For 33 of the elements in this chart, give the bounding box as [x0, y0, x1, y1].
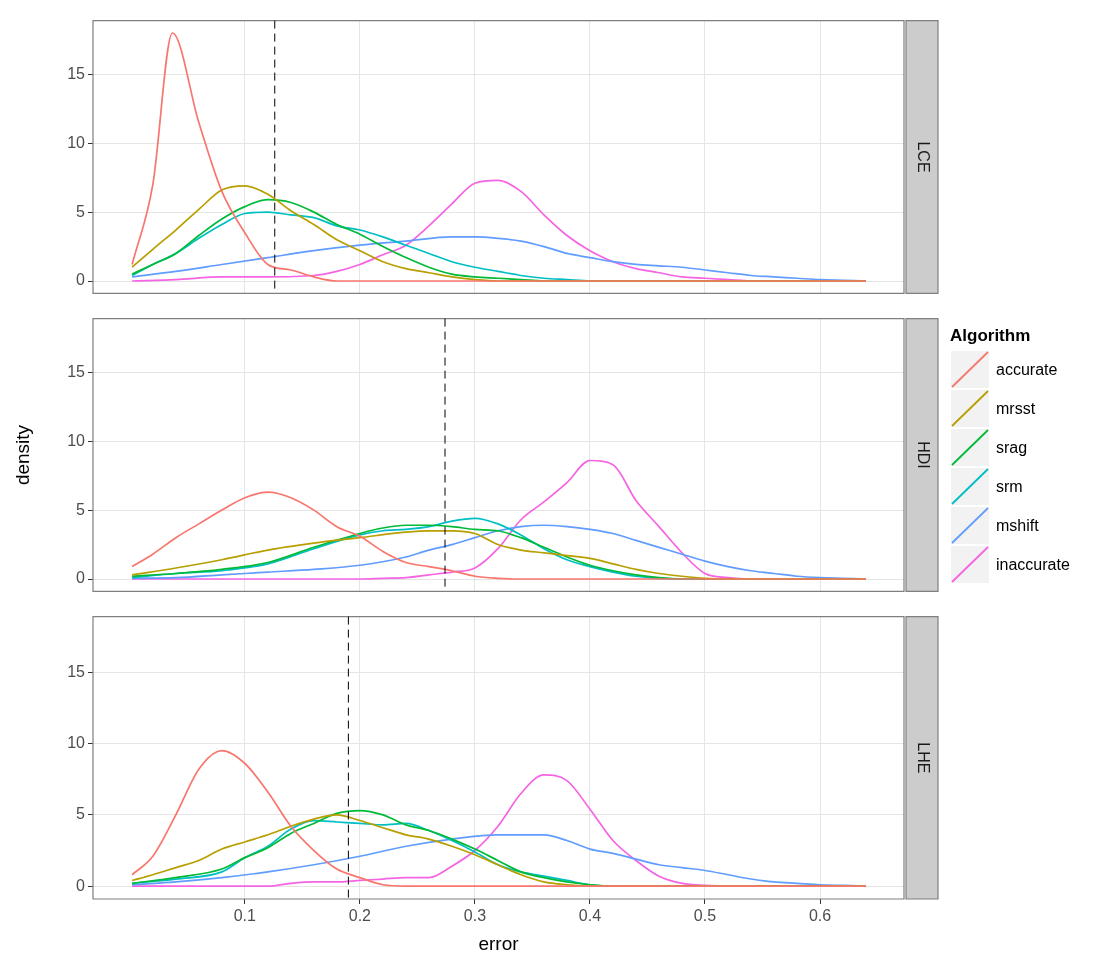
line-series	[131, 491, 867, 580]
y-tick-label: 15	[67, 64, 86, 82]
y-tick-label: 15	[67, 362, 86, 380]
legend-label: inaccurate	[996, 555, 1070, 574]
x-axis-title: error	[478, 932, 520, 954]
x-tick-label: 0.2	[348, 907, 372, 925]
y-tick-label: 0	[76, 876, 86, 894]
legend-label: accurate	[996, 360, 1058, 379]
x-tick-label: 0.5	[693, 907, 717, 925]
legend-label: srag	[996, 438, 1028, 457]
legend-label: mrsst	[996, 399, 1036, 418]
legend-label: srm	[996, 477, 1023, 496]
text: LCE	[914, 141, 932, 173]
text: LHE	[914, 742, 932, 774]
y-tick-label: 5	[76, 805, 86, 823]
x-tick-label: 0.4	[578, 907, 602, 925]
x-tick-label: 0.3	[463, 907, 487, 925]
y-tick-label: 0	[76, 569, 86, 587]
y-tick-label: 0	[76, 271, 86, 289]
y-tick-label: 5	[76, 500, 86, 518]
y-tick-label: 10	[67, 431, 86, 449]
y-axis-title: density	[11, 424, 33, 486]
line-series	[131, 749, 867, 888]
y-tick-label: 5	[76, 202, 86, 220]
text: HDI	[914, 441, 932, 469]
legend-title: Algorithm	[950, 326, 1032, 346]
y-tick-label: 15	[67, 662, 86, 680]
y-tick-label: 10	[67, 733, 86, 751]
x-tick-label: 0.6	[808, 907, 832, 925]
line-series	[131, 32, 867, 282]
x-tick-label: 0.1	[233, 907, 257, 925]
legend-label: mshift	[996, 516, 1039, 535]
y-tick-label: 10	[67, 133, 86, 151]
